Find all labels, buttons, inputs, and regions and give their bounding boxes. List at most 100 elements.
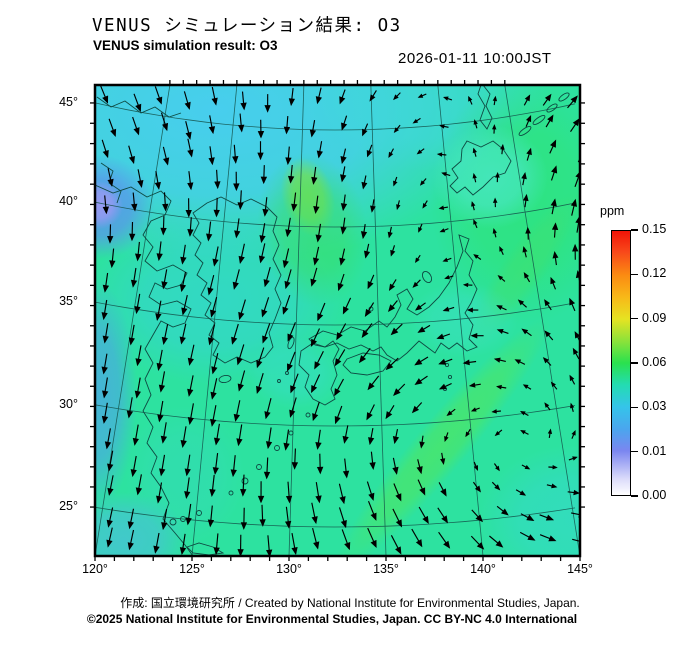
wind-arrowhead — [287, 175, 295, 184]
wind-arrowhead — [212, 258, 219, 267]
wind-arrowhead — [231, 336, 238, 345]
wind-arrowhead — [334, 388, 341, 397]
wind-arrowhead — [159, 468, 166, 477]
wind-arrowhead — [128, 156, 135, 165]
wind-arrowhead — [419, 441, 425, 449]
wind-arrowhead — [468, 382, 476, 388]
wind-arrowhead — [470, 407, 477, 412]
wind-arrowhead — [368, 437, 375, 446]
wind-arrowhead — [130, 469, 137, 478]
wind-arrowhead — [131, 203, 138, 212]
wind-arrowhead — [417, 326, 426, 333]
colorbar-tickmark — [631, 450, 638, 453]
wind-arrowhead — [265, 549, 273, 556]
wind-arrowhead — [468, 95, 473, 102]
lat-tick-label: 45° — [59, 95, 78, 109]
wind-arrowhead — [316, 150, 323, 159]
license-line: ©2025 National Institute for Environment… — [86, 612, 578, 626]
wind-arrowhead — [436, 152, 443, 157]
wind-arrowhead — [366, 412, 373, 421]
wind-arrowhead — [256, 385, 263, 395]
wind-arrowhead — [240, 522, 248, 530]
lon-tick-label: 145° — [567, 562, 593, 576]
wind-arrowhead — [315, 96, 322, 105]
wind-arrowhead — [313, 206, 320, 214]
wind-arrowhead — [287, 333, 294, 342]
lat-tick-label: 40° — [59, 194, 78, 208]
wind-arrowhead — [187, 149, 194, 158]
wind-arrowhead — [237, 383, 244, 392]
wind-arrowhead — [258, 255, 266, 264]
wind-arrowhead — [214, 181, 221, 190]
wind-arrowhead — [462, 359, 470, 366]
wind-arrowhead — [572, 347, 579, 355]
graticule-layer — [95, 85, 580, 556]
wind-arrowhead — [156, 253, 163, 262]
wind-arrowhead — [156, 96, 163, 105]
wind-arrowhead — [102, 390, 109, 399]
wind-arrowhead — [179, 547, 187, 556]
page-title-english: VENUS simulation result: O3 — [93, 38, 278, 53]
wind-arrowhead — [240, 102, 247, 111]
wind-arrowhead — [396, 204, 401, 211]
wind-arrowhead — [128, 337, 135, 346]
wind-arrowhead — [465, 431, 470, 438]
wind-arrowhead — [495, 465, 500, 472]
wind-arrowhead — [473, 219, 478, 225]
wind-arrowhead — [550, 139, 557, 148]
wind-arrowhead — [476, 542, 485, 550]
wind-arrowhead — [414, 304, 423, 311]
wind-arrowhead — [337, 282, 344, 292]
wind-arrowhead — [416, 149, 423, 155]
wind-arrowhead — [154, 181, 161, 190]
lat-tick-label: 30° — [59, 397, 78, 411]
wind-arrowhead — [309, 129, 317, 138]
wind-arrowhead — [474, 485, 481, 493]
wind-arrowhead — [102, 335, 109, 344]
wind-arrowhead — [526, 147, 532, 156]
wind-arrowhead — [263, 471, 271, 480]
wind-arrowhead — [342, 435, 349, 444]
wind-arrowhead — [570, 402, 575, 409]
wind-arrowhead — [130, 279, 138, 288]
wind-arrowhead — [106, 539, 113, 548]
wind-arrowhead — [263, 279, 270, 288]
wind-arrowhead — [494, 430, 501, 437]
wind-arrowhead — [185, 517, 192, 526]
colorbar-tick-label: 0.01 — [642, 443, 667, 458]
wind-arrowhead — [569, 374, 575, 382]
wind-arrowhead — [153, 545, 160, 554]
wind-arrowhead — [213, 547, 220, 556]
wind-arrowhead — [393, 127, 400, 134]
lon-tick-label: 140° — [470, 562, 496, 576]
wind-arrowhead — [283, 126, 291, 135]
wind-arrowhead — [385, 411, 393, 420]
colorbar-tick-label: 0.06 — [642, 355, 667, 369]
wind-arrowhead — [284, 280, 291, 290]
wind-arrowhead — [415, 539, 423, 548]
wind-arrowhead — [315, 495, 322, 504]
wind-arrowhead — [495, 540, 504, 548]
wind-arrowhead — [370, 539, 377, 549]
wind-arrowhead — [155, 313, 162, 322]
wind-arrowhead — [291, 462, 299, 470]
wind-arrowhead — [552, 251, 559, 259]
wind-arrowhead — [315, 442, 322, 450]
wind-arrowhead — [317, 313, 324, 322]
wind-arrowhead — [358, 355, 367, 364]
wind-arrowhead — [367, 281, 374, 290]
colorbar-tick-label: 0.00 — [642, 488, 667, 502]
wind-arrowhead — [572, 456, 578, 461]
lon-tick-label: 135° — [373, 562, 399, 576]
wind-arrowhead — [496, 384, 502, 390]
wind-arrowhead — [238, 311, 245, 321]
wind-arrowhead — [522, 246, 528, 253]
wind-arrowhead — [390, 327, 399, 336]
wind-arrowhead — [134, 253, 142, 262]
wind-arrowhead — [163, 157, 170, 166]
wind-arrowhead — [573, 489, 580, 496]
wind-arrowhead — [466, 307, 473, 313]
wind-arrowhead — [232, 156, 239, 164]
wind-arrowhead — [551, 483, 558, 489]
wind-arrowhead — [439, 228, 446, 233]
